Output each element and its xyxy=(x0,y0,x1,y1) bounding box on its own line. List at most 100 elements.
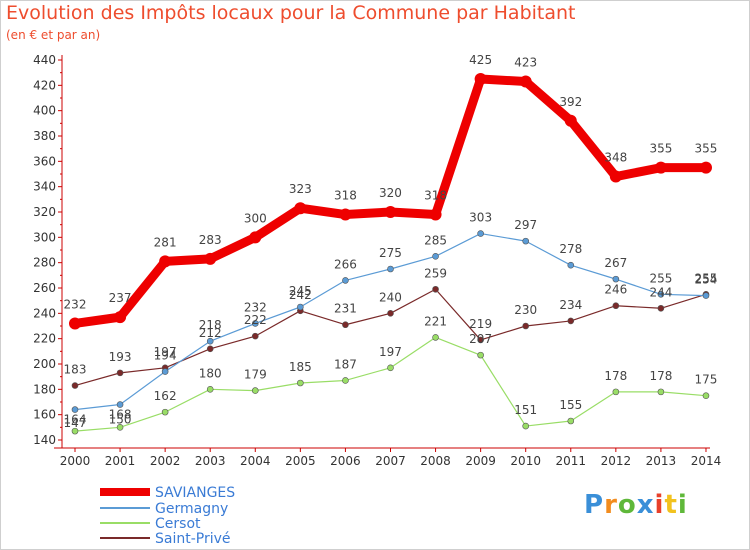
data-label: 221 xyxy=(424,314,447,328)
data-point xyxy=(251,320,259,327)
data-label: 232 xyxy=(244,300,267,314)
data-label: 259 xyxy=(424,266,447,280)
data-label: 425 xyxy=(469,53,492,67)
data-point xyxy=(342,277,349,284)
data-label: 175 xyxy=(695,373,718,387)
x-tick-label: 2012 xyxy=(601,454,632,468)
data-point xyxy=(387,265,394,273)
y-tick-label: 420 xyxy=(33,78,56,92)
data-label: 266 xyxy=(334,257,357,271)
data-point xyxy=(342,321,349,329)
data-label: 162 xyxy=(154,389,177,403)
data-label: 207 xyxy=(469,332,492,346)
data-label: 168 xyxy=(109,408,132,422)
x-tick-label: 2004 xyxy=(240,454,271,468)
legend-label: Saint-Privé xyxy=(155,531,231,547)
data-point xyxy=(71,427,79,435)
y-tick-label: 440 xyxy=(33,53,56,67)
data-label: 222 xyxy=(244,313,267,327)
data-label: 246 xyxy=(604,283,627,297)
data-point xyxy=(114,311,127,324)
data-label: 281 xyxy=(154,235,177,249)
x-tick-label: 2000 xyxy=(60,454,91,468)
data-label: 303 xyxy=(469,211,492,225)
logo-letter: o xyxy=(617,490,637,520)
y-tick-label: 400 xyxy=(33,104,56,118)
x-tick-label: 2014 xyxy=(691,454,722,468)
data-label: 355 xyxy=(695,142,718,156)
data-point xyxy=(522,322,530,330)
legend-label: Cersot xyxy=(155,516,201,532)
y-tick-label: 260 xyxy=(33,281,56,295)
data-point xyxy=(384,206,397,218)
data-point xyxy=(522,237,530,245)
data-label: 355 xyxy=(649,142,672,156)
data-label: 212 xyxy=(199,326,222,340)
data-label: 178 xyxy=(649,369,672,383)
data-label: 185 xyxy=(289,360,312,374)
data-label: 392 xyxy=(559,95,582,109)
data-label: 267 xyxy=(604,256,627,270)
data-point xyxy=(564,114,577,127)
data-label: 183 xyxy=(64,363,87,377)
data-point xyxy=(294,202,307,215)
data-point xyxy=(702,392,710,399)
data-point xyxy=(249,231,262,244)
x-tick-label: 2003 xyxy=(195,454,226,468)
y-tick-label: 280 xyxy=(33,256,56,270)
data-label: 155 xyxy=(559,398,582,412)
data-point xyxy=(432,334,439,341)
data-point xyxy=(477,351,484,359)
data-point xyxy=(699,161,712,174)
y-tick-label: 320 xyxy=(33,205,56,219)
data-point xyxy=(612,388,620,396)
data-label: 323 xyxy=(289,182,312,196)
data-point xyxy=(702,292,710,299)
data-label: 164 xyxy=(64,413,87,427)
data-label: 348 xyxy=(604,151,627,165)
y-tick-label: 180 xyxy=(33,382,56,396)
data-label: 180 xyxy=(199,366,222,380)
data-point xyxy=(342,377,349,384)
y-axis: 140 160 180 200 220 240 260 280 300 320 340 360 380 4… xyxy=(33,53,63,448)
data-point xyxy=(477,230,484,237)
y-tick-label: 360 xyxy=(33,154,56,168)
data-point xyxy=(657,291,665,298)
data-point xyxy=(161,408,169,416)
logo-letter: i xyxy=(677,490,688,520)
x-tick-label: 2005 xyxy=(285,454,316,468)
data-point xyxy=(161,368,169,375)
chart-title: Evolution des Impôts locaux pour la Comm… xyxy=(6,2,576,24)
data-label: 231 xyxy=(334,302,357,316)
data-point xyxy=(204,252,217,265)
y-tick-label: 380 xyxy=(33,129,56,143)
data-label: 197 xyxy=(379,345,402,359)
y-tick-label: 140 xyxy=(33,433,56,447)
x-tick-label: 2009 xyxy=(465,454,496,468)
data-label: 242 xyxy=(289,288,312,302)
y-tick-label: 300 xyxy=(33,230,56,244)
data-point xyxy=(251,332,259,340)
data-label: 179 xyxy=(244,368,267,382)
data-label: 300 xyxy=(244,211,267,225)
data-label: 318 xyxy=(334,189,357,203)
data-label: 297 xyxy=(514,218,537,232)
data-label: 194 xyxy=(154,349,177,363)
data-point xyxy=(297,379,304,387)
x-tick-label: 2001 xyxy=(105,454,136,468)
x-tick-label: 2008 xyxy=(420,454,451,468)
data-label: 237 xyxy=(109,291,132,305)
data-label: 197 xyxy=(154,345,177,359)
data-point xyxy=(567,417,575,425)
data-point xyxy=(519,75,532,88)
data-label: 283 xyxy=(199,233,222,247)
y-tick-label: 220 xyxy=(33,332,56,346)
data-point xyxy=(432,285,439,293)
data-point xyxy=(116,401,124,408)
data-point xyxy=(567,261,575,269)
data-point xyxy=(654,161,667,174)
x-tick-label: 2013 xyxy=(646,454,677,468)
data-label: 187 xyxy=(334,357,357,371)
